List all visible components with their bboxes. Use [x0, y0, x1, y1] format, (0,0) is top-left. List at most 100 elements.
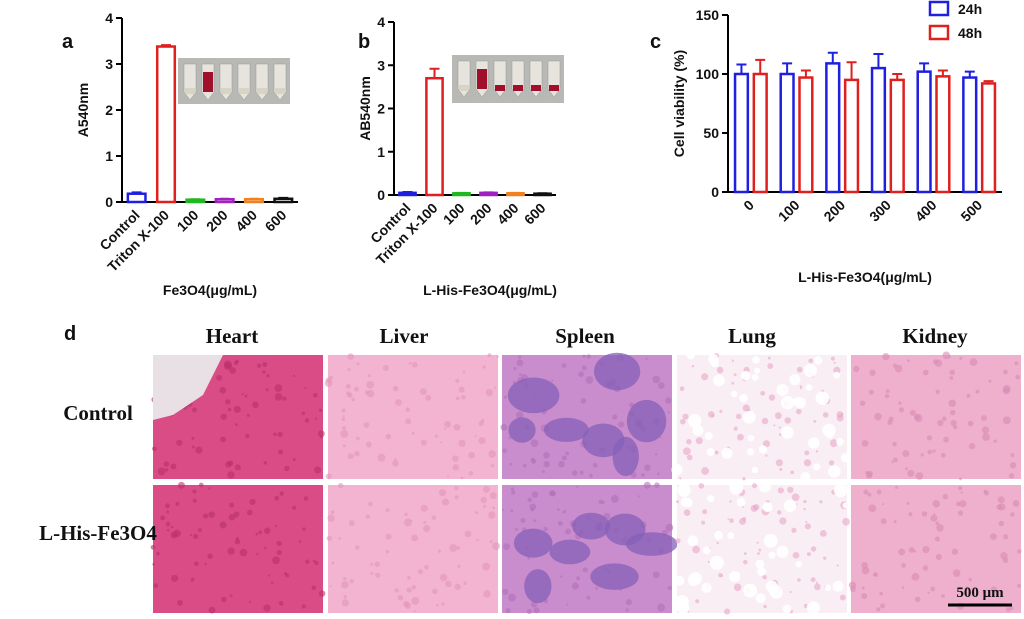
- tissue-texture: [679, 386, 685, 392]
- tissue-texture: [292, 505, 297, 510]
- tissue-texture: [909, 409, 916, 416]
- tissue-texture: [292, 458, 296, 461]
- alveolus: [776, 384, 789, 397]
- tissue-texture: [582, 567, 588, 573]
- bar: [798, 76, 814, 194]
- tissue-texture: [930, 514, 938, 522]
- tissue-texture: [264, 546, 267, 550]
- tissue-texture: [762, 440, 771, 448]
- tissue-texture: [808, 358, 814, 364]
- tissue-texture: [941, 594, 945, 598]
- tissue-texture: [278, 600, 284, 606]
- tissue-texture: [351, 397, 356, 402]
- bar: [779, 72, 795, 194]
- tissue-texture: [502, 508, 505, 511]
- tissue-texture: [314, 466, 322, 474]
- tissue-texture: [990, 586, 997, 593]
- legend-swatch: [928, 24, 950, 41]
- inset-liquid: [513, 85, 523, 91]
- tissue-texture: [263, 604, 271, 612]
- tissue-texture: [1015, 374, 1020, 380]
- inset-tube: [183, 63, 197, 101]
- tissue-texture: [413, 610, 416, 613]
- tissue-texture: [682, 413, 689, 420]
- tissue-texture: [839, 594, 846, 601]
- alveolus: [794, 397, 806, 409]
- alveolus: [671, 464, 683, 476]
- tissue-texture: [657, 603, 666, 612]
- tissue-follicle: [543, 417, 589, 442]
- tissue-texture: [731, 359, 735, 362]
- tissue-texture: [488, 511, 496, 519]
- tissue-texture: [915, 472, 924, 480]
- tissue-texture: [165, 503, 170, 509]
- column-header: Heart: [206, 324, 258, 348]
- tissue-texture: [578, 371, 584, 378]
- tissue-texture: [337, 482, 344, 489]
- tissue-texture: [219, 521, 227, 529]
- tissue-texture: [341, 408, 346, 413]
- tissue-texture: [411, 361, 418, 368]
- alveolus: [713, 374, 725, 387]
- bar: [825, 62, 841, 194]
- tissue-texture: [803, 499, 807, 504]
- tissue-texture: [439, 573, 448, 582]
- tissue-texture: [659, 436, 662, 439]
- tissue-texture: [407, 575, 411, 580]
- tissue-texture: [901, 563, 907, 568]
- tissue-texture: [959, 500, 967, 508]
- column-header: Spleen: [555, 324, 615, 348]
- inset-photo: [178, 58, 290, 104]
- tissue-texture: [927, 449, 933, 455]
- tissue-texture: [1014, 361, 1019, 366]
- tissue-texture: [742, 517, 747, 521]
- tissue-texture: [233, 511, 240, 518]
- tissue-texture: [735, 413, 742, 420]
- tissue-texture: [365, 441, 372, 448]
- tissue-texture: [304, 386, 307, 389]
- tissue-texture: [784, 417, 792, 424]
- column-header: Liver: [380, 324, 429, 348]
- tissue-texture: [643, 481, 651, 489]
- tissue-texture: [152, 446, 157, 452]
- tissue-texture: [761, 417, 769, 425]
- alveolus: [813, 463, 821, 471]
- y-tick-label: 1: [105, 148, 113, 164]
- tissue-texture: [223, 360, 232, 369]
- tissue-texture: [341, 599, 350, 607]
- alveolus: [824, 584, 832, 591]
- tissue-texture: [441, 602, 445, 606]
- tissue-texture: [561, 455, 567, 461]
- tissue-texture: [468, 471, 474, 476]
- tissue-texture: [165, 521, 171, 527]
- tissue-texture: [998, 520, 1005, 527]
- tissue-texture: [198, 482, 204, 488]
- tissue-texture: [657, 472, 660, 476]
- tissue-texture: [533, 607, 540, 614]
- tissue-texture: [861, 566, 870, 575]
- tissue-texture: [204, 562, 207, 565]
- alveolus: [729, 571, 741, 583]
- panel-label: d: [64, 323, 76, 345]
- tissue-texture: [342, 576, 347, 581]
- tissue-texture: [511, 490, 516, 495]
- tissue-texture: [518, 373, 522, 376]
- alveolus: [675, 595, 689, 609]
- tissue-texture: [345, 384, 351, 389]
- x-axis-label: Fe3O4(μg/mL): [163, 282, 257, 298]
- tissue-texture: [920, 453, 924, 457]
- x-tick-label: 600: [262, 207, 290, 235]
- tissue-texture: [420, 504, 428, 512]
- tissue-texture: [1000, 552, 1008, 560]
- tissue-texture: [557, 508, 560, 511]
- tissue-texture: [940, 452, 946, 458]
- tissue-texture: [276, 540, 282, 547]
- tissue-texture: [767, 356, 771, 360]
- tissue-texture: [982, 433, 990, 441]
- tissue-texture: [765, 454, 768, 457]
- tissue-texture: [790, 470, 795, 475]
- alveolus: [832, 580, 844, 592]
- tissue-texture: [960, 491, 963, 494]
- tissue-texture: [304, 418, 310, 423]
